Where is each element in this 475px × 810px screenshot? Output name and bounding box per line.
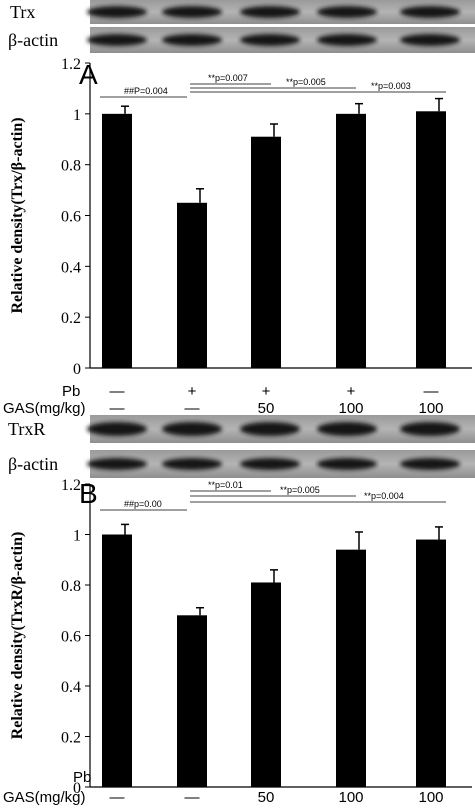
- y-tick-label: 1: [73, 107, 81, 124]
- pb-row-label: Pb: [73, 769, 91, 786]
- blot-label: TrxR: [8, 419, 45, 439]
- y-tick-label: 1.2: [61, 56, 81, 73]
- y-tick-label: 1.2: [61, 477, 81, 494]
- blot-band: [162, 422, 222, 436]
- y-tick-label: 0: [73, 361, 81, 378]
- blot-band: [317, 458, 377, 470]
- blot-label: β-actin: [8, 454, 58, 474]
- bar: [177, 615, 207, 787]
- gas-cell: —: [185, 400, 200, 417]
- gas-cell: 100: [338, 789, 363, 806]
- gas-cell: 50: [258, 789, 275, 806]
- bar: [251, 136, 281, 368]
- y-axis-label: Relative density(TrxR/β-actin): [9, 532, 26, 740]
- blot-band: [317, 6, 377, 18]
- gas-cell: —: [185, 789, 200, 806]
- blot-band: [162, 458, 222, 470]
- pb-cell: +: [347, 769, 356, 786]
- pb-cell: +: [188, 769, 197, 786]
- blot-label: Trx: [10, 2, 35, 22]
- blot-band: [87, 422, 147, 436]
- significance-label: ##P=0.004: [124, 86, 168, 96]
- significance-label: **p=0.007: [208, 73, 248, 83]
- blot-band: [400, 34, 460, 46]
- y-tick-label: 0.2: [61, 310, 81, 327]
- gas-row-label: GAS(mg/kg): [3, 400, 86, 417]
- significance-label: **p=0.003: [371, 81, 411, 91]
- blot-band: [400, 458, 460, 470]
- pb-cell: +: [188, 383, 197, 400]
- pb-cell: —: [424, 383, 439, 400]
- gas-cell: —: [110, 789, 125, 806]
- bar: [416, 111, 446, 369]
- gas-cell: 100: [338, 400, 363, 417]
- bar: [251, 582, 281, 787]
- bar: [336, 549, 366, 787]
- pb-cell: +: [262, 769, 271, 786]
- pb-cell: —: [110, 383, 125, 400]
- significance-label: **p=0.004: [364, 491, 404, 501]
- gas-cell: —: [110, 400, 125, 417]
- blot-band: [240, 422, 300, 436]
- blot-band: [87, 34, 147, 46]
- blot-label: β-actin: [8, 30, 58, 50]
- y-tick-label: 0.6: [61, 629, 81, 646]
- significance-label: **p=0.01: [208, 480, 243, 490]
- gas-cell: 100: [418, 400, 443, 417]
- blot-band: [317, 34, 377, 46]
- blot-band: [162, 34, 222, 46]
- y-tick-label: 0.8: [61, 158, 81, 175]
- gas-cell: 50: [258, 400, 275, 417]
- y-tick-label: 0.4: [61, 259, 81, 276]
- bar: [102, 113, 132, 368]
- y-tick-label: 0.4: [61, 679, 81, 696]
- pb-cell: +: [347, 383, 356, 400]
- significance-label: **p=0.005: [286, 77, 326, 87]
- significance-label: ##p=0.00: [124, 499, 162, 509]
- y-tick-label: 0.8: [61, 578, 81, 595]
- y-tick-label: 0.6: [61, 209, 81, 226]
- blot-band: [240, 6, 300, 18]
- blot-band: [317, 422, 377, 436]
- blot-band: [87, 6, 147, 18]
- gas-row-label: GAS(mg/kg): [3, 789, 86, 806]
- panel-label: B: [79, 478, 98, 509]
- bar: [102, 534, 132, 787]
- y-tick-label: 0.2: [61, 730, 81, 747]
- y-axis-label: Relative density(Trx/β-actin): [9, 117, 26, 313]
- pb-row-label: Pb: [62, 383, 80, 400]
- panel-label: A: [79, 59, 98, 90]
- y-tick-label: 1: [73, 528, 81, 545]
- chart-panel-b: TrxR β-actin 0 0.2 0.4 0.6 0.8 1 1.2 Relative den…: [3, 415, 475, 806]
- blot-band: [240, 34, 300, 46]
- blot-band: [162, 6, 222, 18]
- blot-band: [87, 458, 147, 470]
- pb-cell: +: [262, 383, 271, 400]
- bar: [416, 539, 446, 787]
- pb-cell: —: [424, 769, 439, 786]
- bar: [177, 202, 207, 368]
- y-tick-label: 0: [73, 780, 81, 797]
- chart-panel-a: Trx β-actin 0 0.2 0.4 0.6 0.8 1 1.2 Relative dens…: [3, 0, 475, 417]
- bar: [336, 113, 366, 368]
- blot-band: [400, 6, 460, 18]
- pb-cell: —: [110, 769, 125, 786]
- significance-label: **p=0.005: [280, 485, 320, 495]
- blot-band: [400, 422, 460, 436]
- blot-band: [240, 458, 300, 470]
- gas-cell: 100: [418, 789, 443, 806]
